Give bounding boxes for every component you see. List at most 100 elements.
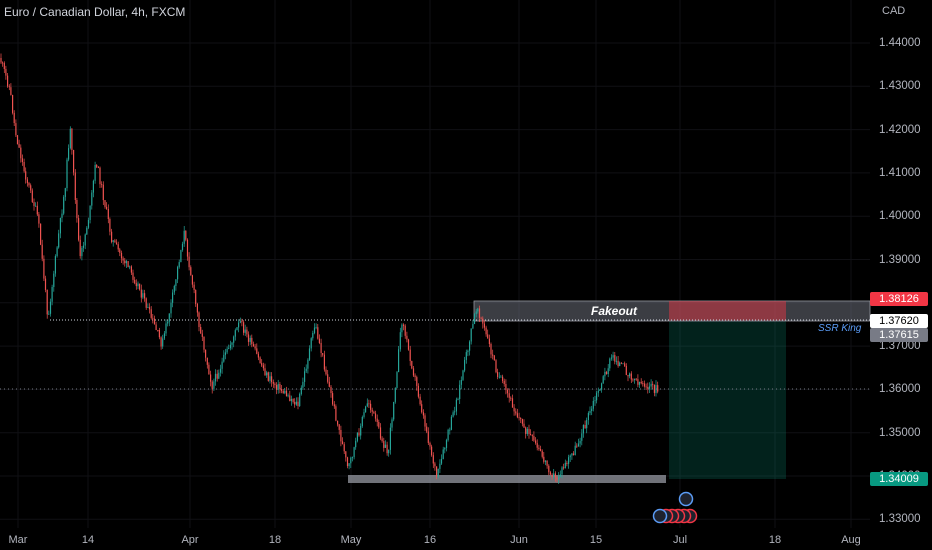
support-zone[interactable] (348, 475, 666, 483)
stop-loss-zone[interactable] (669, 301, 786, 321)
candle-body (615, 360, 617, 362)
candle-body (92, 180, 94, 193)
candle-body (158, 330, 160, 338)
candle-body (64, 188, 66, 197)
candle-body (142, 293, 144, 298)
candle-body (487, 334, 489, 339)
candle-body (59, 218, 61, 234)
candle-body (436, 466, 438, 477)
candle-body (308, 348, 311, 360)
candle-body (241, 321, 243, 323)
candle-body (645, 386, 647, 388)
candle-body (53, 273, 55, 287)
candle-body (177, 267, 179, 280)
candle-body (440, 458, 443, 464)
candle-body (483, 323, 485, 328)
candle-body (601, 383, 603, 390)
candle-body (211, 381, 213, 389)
time-tick-label: Mar (8, 534, 28, 546)
candle-body (130, 266, 132, 273)
candle-body (351, 457, 353, 458)
candle-body (335, 406, 337, 421)
candle-body (320, 342, 322, 353)
candle-body (627, 375, 629, 377)
candle-body (544, 460, 547, 462)
candle-body (307, 359, 309, 369)
candle-body (155, 324, 157, 330)
candle-body (365, 406, 367, 413)
candle-body (422, 412, 424, 416)
candle-body (572, 453, 575, 455)
candle-body (26, 179, 28, 183)
candle-body (327, 374, 329, 382)
candle-body (554, 473, 556, 478)
candle-body (464, 359, 466, 371)
candle-body (302, 381, 304, 388)
time-tick-label: Apr (181, 534, 199, 546)
candle-body (94, 165, 96, 181)
candle-body (521, 418, 523, 424)
candle-body (564, 462, 566, 469)
candle-body (208, 364, 210, 375)
candle-body (221, 361, 223, 369)
candle-body (340, 430, 342, 442)
candle-body (431, 446, 433, 456)
candle-body (299, 394, 301, 406)
candle-body (332, 393, 334, 405)
candle-body (523, 423, 525, 428)
candle-body (36, 205, 38, 215)
candle-body (381, 438, 383, 442)
candle-body (12, 95, 14, 113)
candle-body (388, 449, 390, 454)
event-markers[interactable] (652, 491, 698, 524)
price-tick-label: 1.40000 (879, 210, 921, 223)
candle-body (282, 390, 284, 394)
candle-body (407, 339, 410, 350)
candle-body (531, 435, 533, 437)
candle-body (106, 206, 108, 209)
candle-body (112, 240, 114, 242)
candle-body (124, 260, 126, 264)
candle-body (74, 172, 76, 200)
candle-body (127, 261, 129, 267)
candle-body (490, 344, 492, 355)
candle-body (393, 401, 395, 420)
price-tag: 1.37615 (870, 328, 928, 342)
candle-body (3, 62, 5, 69)
candle-body (323, 354, 325, 370)
candle-body (153, 318, 156, 325)
candle-body (238, 322, 240, 328)
candle-body (280, 389, 283, 391)
candle-body (150, 309, 152, 318)
price-tick-label: 1.33000 (879, 513, 921, 526)
time-tick-label: 18 (768, 534, 782, 546)
candle-body (399, 332, 401, 350)
candle-body (31, 190, 33, 203)
candle-body (244, 329, 246, 333)
candle-body (140, 289, 142, 298)
candle-body (135, 283, 137, 287)
candle-body (551, 474, 553, 477)
take-profit-zone[interactable] (669, 321, 786, 479)
candle-body (223, 354, 225, 362)
candle-body (437, 468, 439, 477)
candle-body (530, 434, 532, 436)
candle-body (429, 442, 431, 447)
candle-body (132, 272, 134, 280)
candle-body (290, 399, 292, 402)
candle-body (648, 386, 650, 389)
candle-body (7, 75, 9, 87)
candle-body (190, 267, 192, 276)
candle-body (419, 396, 421, 405)
candle-body (61, 213, 63, 218)
candle-body (498, 376, 500, 378)
candle-body (454, 411, 456, 413)
candle-body (178, 262, 180, 268)
author-label: SSR King (818, 323, 862, 334)
candle-body (614, 355, 616, 362)
candle-body (341, 441, 344, 445)
candle-body (120, 252, 123, 259)
candle-body (81, 247, 83, 257)
candle-body (165, 323, 167, 334)
